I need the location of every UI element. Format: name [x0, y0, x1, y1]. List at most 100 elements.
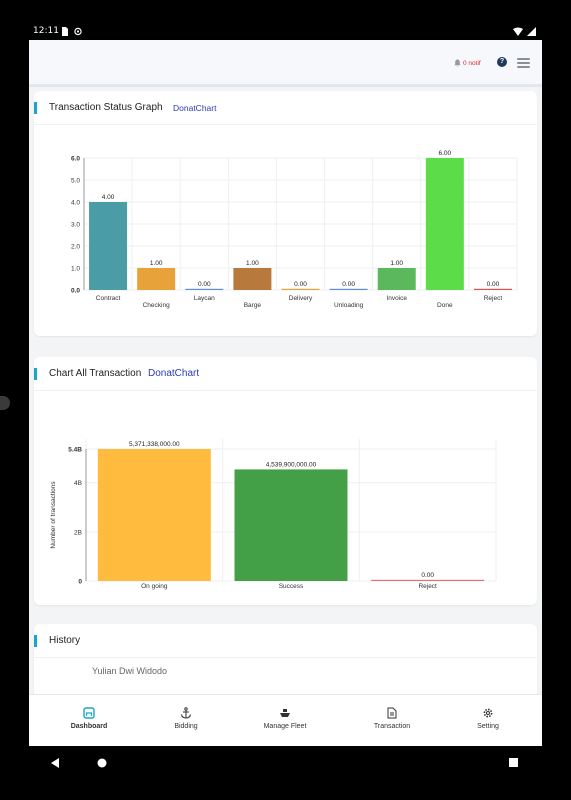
nav-setting[interactable]: Setting: [438, 695, 538, 746]
chart-type-link[interactable]: DonatChart: [173, 103, 217, 113]
card-title: Transaction Status Graph: [49, 102, 163, 113]
recents-icon[interactable]: [509, 758, 518, 767]
sim-icon: [62, 27, 68, 36]
bar: [234, 469, 348, 581]
data-label: 0.00: [421, 572, 434, 579]
help-icon[interactable]: ?: [497, 57, 507, 67]
data-label: 5,371,338,000.00: [129, 441, 180, 448]
back-icon[interactable]: [51, 758, 59, 768]
home-icon: [83, 707, 95, 719]
bar: [425, 158, 464, 290]
side-button: [0, 396, 10, 410]
y-tick-label: 2B: [74, 529, 82, 536]
sync-icon: [74, 27, 82, 36]
nav-label: Dashboard: [70, 723, 108, 730]
y-tick-label: 0.0: [71, 288, 80, 295]
bar: [473, 288, 512, 290]
status-time: 12:11: [33, 26, 59, 36]
all-transaction-bar-chart: 5.4B 4B 2B 0 Number of transactions 5,371,338…: [50, 439, 497, 590]
y-axis-title: Number of transactions: [50, 481, 57, 549]
data-label: 1.00: [390, 260, 403, 267]
accent-bar: [34, 635, 37, 647]
data-label: 0.00: [487, 281, 500, 288]
status-bar: 12:11: [29, 24, 542, 40]
x-tick-label: Success: [279, 583, 304, 590]
bar: [371, 579, 485, 581]
bar: [281, 288, 320, 290]
signal-icon: [527, 27, 536, 36]
y-tick-label: 6.0: [71, 156, 80, 163]
data-label: 0.00: [198, 281, 211, 288]
history-entry-name[interactable]: Yulian Dwi Widodo: [92, 666, 168, 676]
bar: [137, 268, 176, 290]
nav-label: Bidding: [174, 723, 198, 730]
all-transaction-card: Chart All Transaction DonatChart 5.4B 4B 2…: [34, 357, 537, 605]
bar: [377, 268, 416, 290]
y-tick-label: 4B: [74, 480, 82, 487]
accent-bar: [34, 368, 37, 380]
document-icon: [387, 707, 397, 719]
x-tick-label: Barge: [244, 302, 262, 309]
ship-icon: [280, 709, 290, 717]
hamburger-menu-icon[interactable]: [517, 58, 530, 68]
y-tick-label: 5.4B: [68, 447, 82, 454]
x-tick-label: Reject: [418, 583, 437, 590]
data-label: 1.00: [246, 260, 259, 267]
y-tick-label: 1.0: [71, 266, 80, 273]
data-label: 6.00: [439, 150, 452, 157]
anchor-icon: [181, 707, 191, 719]
x-tick-label: Invoice: [386, 295, 407, 302]
data-label: 0.00: [294, 281, 307, 288]
app-header: 0 notif ?: [29, 40, 542, 87]
nav-label: Setting: [477, 723, 499, 730]
card-header: Transaction Status Graph DonatChart: [34, 91, 537, 125]
bell-icon: [454, 59, 461, 67]
data-label: 0.00: [342, 281, 355, 288]
home-button-icon[interactable]: [97, 758, 107, 768]
card-header: History: [34, 624, 537, 658]
y-tick-label: 5.0: [71, 178, 80, 185]
x-tick-label: Laycan: [194, 295, 215, 302]
bar: [329, 288, 368, 290]
x-tick-label: Done: [437, 302, 453, 309]
nav-manage-fleet[interactable]: Manage Fleet: [235, 695, 335, 746]
bar: [233, 268, 272, 290]
y-tick-label: 2.0: [71, 244, 80, 251]
y-tick-label: 3.0: [71, 222, 80, 229]
status-chart-card: Transaction Status Graph DonatChart 6.0 5…: [34, 91, 537, 336]
card-title: History: [49, 635, 81, 646]
nav-dashboard[interactable]: Dashboard: [39, 695, 139, 746]
wifi-icon: [513, 27, 523, 36]
nav-bidding[interactable]: Bidding: [136, 695, 236, 746]
x-tick-label: Unloading: [334, 302, 364, 309]
bar: [89, 202, 128, 290]
nav-transaction[interactable]: Transaction: [342, 695, 442, 746]
status-bar-chart: 6.0 5.0 4.0 3.0 2.0 1.0 0.0 4.00 Contract 1.00 Che…: [71, 150, 518, 309]
data-label: 4,539,900,000.00: [266, 461, 317, 468]
data-label: 1.00: [150, 260, 163, 267]
nav-label: Transaction: [373, 723, 411, 730]
x-tick-label: On going: [141, 583, 168, 590]
bottom-navigation: Dashboard Bidding Manage Fleet Transacti…: [29, 694, 542, 746]
bar: [185, 288, 224, 290]
x-tick-label: Delivery: [289, 295, 313, 302]
x-tick-label: Checking: [143, 302, 170, 309]
notif-count: 0 notif: [463, 59, 481, 67]
history-entry-description: [92, 683, 392, 689]
y-tick-label: 4.0: [71, 200, 80, 207]
card-title: Chart All Transaction: [49, 368, 142, 379]
y-tick-label: 0: [78, 579, 82, 586]
card-header: Chart All Transaction DonatChart: [34, 357, 537, 391]
notification-button[interactable]: 0 notif: [454, 59, 481, 67]
gear-icon: [483, 708, 493, 718]
nav-label: Manage Fleet: [263, 723, 307, 730]
system-navigation: [51, 758, 518, 768]
bar: [97, 449, 211, 581]
screen: 12:11 0 notif ? Transaction Status Graph…: [29, 24, 542, 746]
chart-type-link[interactable]: DonatChart: [148, 368, 200, 379]
x-tick-label: Contract: [96, 295, 121, 302]
data-label: 4.00: [102, 194, 115, 201]
accent-bar: [34, 102, 37, 114]
x-tick-label: Reject: [484, 295, 503, 302]
